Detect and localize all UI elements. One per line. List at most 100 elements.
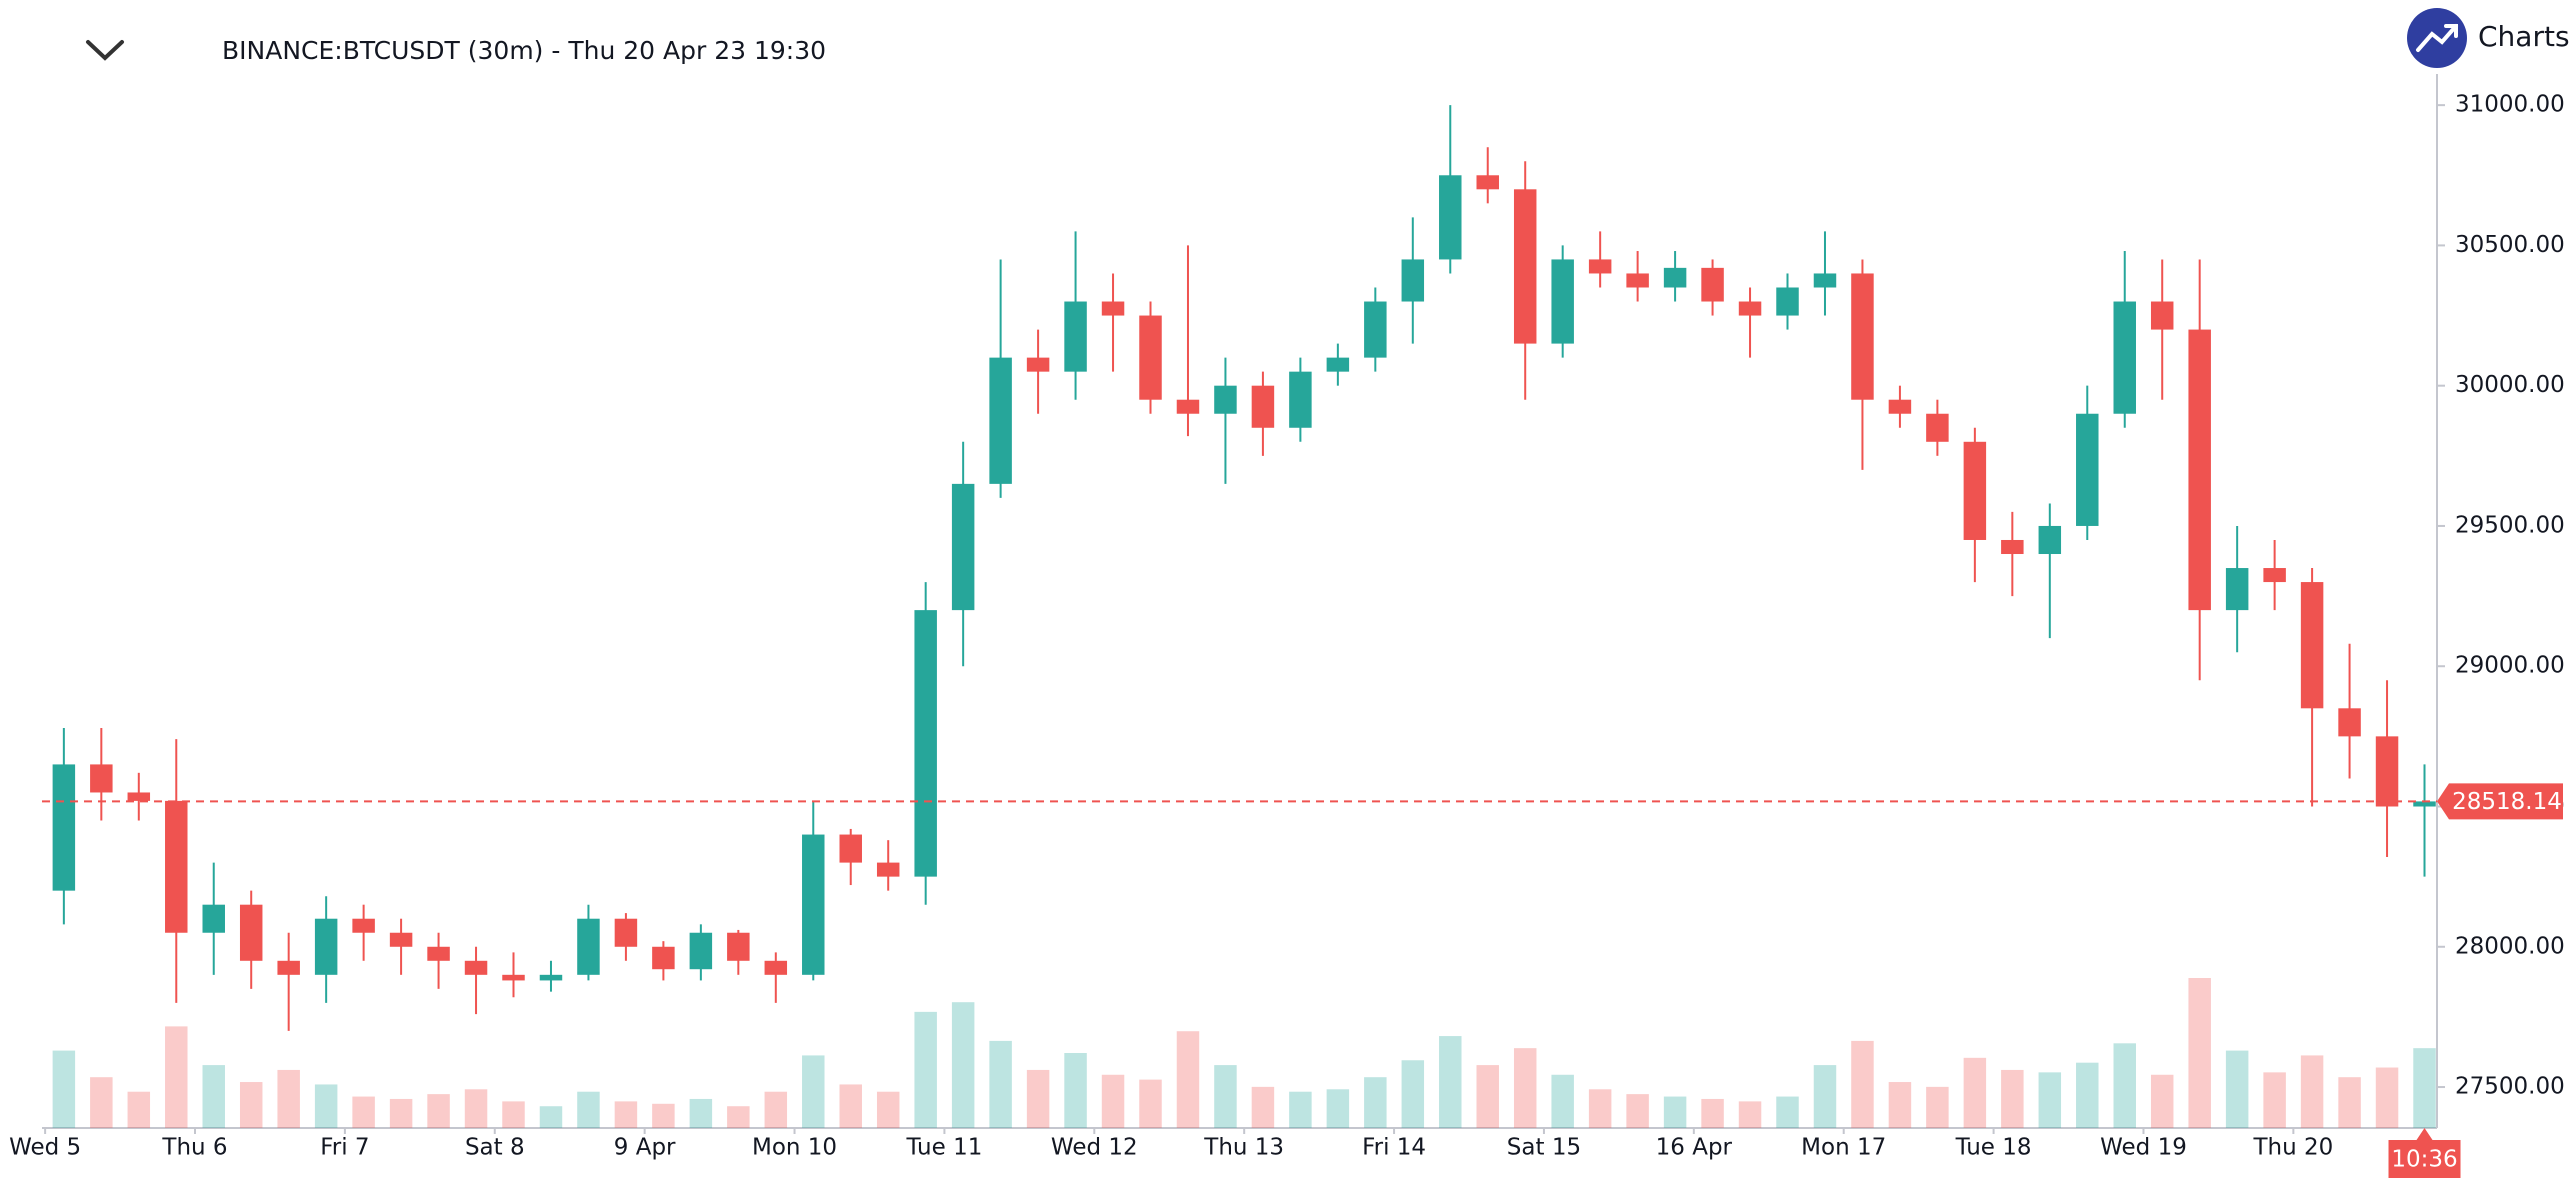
volume-bar: [1251, 1086, 1275, 1128]
volume-bar: [239, 1082, 263, 1128]
candle-body: [2375, 736, 2399, 807]
volume-bar: [1626, 1094, 1649, 1128]
last-price-tag: [2437, 783, 2563, 820]
x-tick-label: Mon 17: [1801, 1135, 1886, 1161]
volume-bar: [2188, 978, 2211, 1128]
candle-body: [314, 918, 338, 975]
candle-body: [427, 946, 450, 961]
volume-bar: [876, 1091, 900, 1128]
x-tick-label: Wed 19: [2100, 1135, 2187, 1161]
volume-bar: [1851, 1040, 1874, 1128]
candle-body: [1813, 273, 1837, 288]
volume-bar: [277, 1069, 300, 1128]
x-tick-label: Tue 11: [905, 1135, 982, 1161]
candle-body: [1926, 413, 1949, 442]
candle-body: [1963, 441, 1987, 540]
volume-bar: [1551, 1074, 1574, 1128]
volume-bar: [314, 1084, 338, 1128]
candle-body: [727, 932, 750, 961]
candle-body: [1176, 399, 1200, 414]
volume-bar: [1176, 1031, 1200, 1128]
volume-bar: [1101, 1074, 1125, 1128]
candle-body: [1776, 287, 1799, 316]
volume-bar: [165, 1026, 188, 1128]
x-tick-label: Wed 5: [9, 1135, 81, 1161]
candle-body: [1663, 267, 1687, 288]
volume-bar: [1364, 1077, 1387, 1128]
candle-body: [2225, 568, 2249, 611]
x-tick-label: Wed 12: [1051, 1135, 1138, 1161]
volume-bar: [2150, 1074, 2174, 1128]
volume-bar: [614, 1101, 638, 1128]
x-tick-label: Tue 18: [1955, 1135, 2032, 1161]
candle-body: [2076, 413, 2099, 526]
y-tick-label: 29000.00: [2455, 653, 2565, 679]
volume-bar: [464, 1089, 488, 1128]
candle-body: [1513, 189, 1537, 344]
volume-bar: [389, 1098, 413, 1128]
countdown-label: 10:36: [2391, 1147, 2457, 1173]
volume-bar: [1513, 1048, 1537, 1128]
candle-body: [1851, 273, 1874, 400]
candle-body: [1476, 175, 1499, 190]
volume-bar: [951, 1002, 975, 1128]
x-tick-label: Sat 8: [465, 1135, 525, 1161]
volume-bar: [2263, 1072, 2286, 1128]
volume-bar: [764, 1091, 788, 1128]
volume-bar: [2375, 1067, 2399, 1128]
candle-body: [2150, 301, 2174, 330]
volume-bar: [2038, 1072, 2062, 1128]
candle-body: [352, 918, 375, 933]
candle-body: [614, 918, 638, 947]
candle-body: [2001, 539, 2024, 555]
candle-body: [2263, 568, 2286, 583]
volume-bar: [2076, 1062, 2099, 1128]
x-tick-label: Thu 13: [1203, 1135, 1284, 1161]
y-tick-label: 28000.00: [2455, 933, 2565, 959]
volume-bar: [127, 1091, 151, 1128]
candle-body: [1588, 259, 1612, 274]
candle-body: [1888, 399, 1912, 414]
candle-body: [1101, 301, 1125, 316]
collapse-chevron[interactable]: [86, 40, 124, 61]
y-tick-label: 31000.00: [2455, 92, 2565, 118]
volume-bar: [1214, 1065, 1237, 1128]
candle-body: [802, 834, 825, 975]
volume-bar: [2300, 1055, 2324, 1128]
candle-body: [539, 974, 563, 981]
candle-body: [52, 764, 76, 891]
volume-bar: [1026, 1069, 1050, 1128]
volume-bar: [802, 1055, 825, 1128]
candle-body: [914, 610, 937, 877]
volume-bar: [2225, 1050, 2249, 1128]
candle-body: [1251, 385, 1275, 428]
candle-body: [839, 834, 862, 863]
candle-body: [389, 932, 413, 947]
volume-bar: [1439, 1036, 1462, 1128]
x-tick-label: 9 Apr: [614, 1135, 676, 1161]
volume-bar: [1738, 1101, 1762, 1128]
candle-body: [951, 483, 975, 611]
candle-body: [1064, 301, 1087, 372]
candle-body: [1738, 301, 1762, 316]
candle-body: [2338, 708, 2361, 737]
volume-bar: [1289, 1091, 1312, 1128]
volume-bar: [539, 1106, 563, 1128]
volume-bar: [1888, 1082, 1912, 1128]
candle-body: [2113, 301, 2136, 414]
brand-text: Charts p: [2478, 20, 2570, 53]
candle-body: [464, 960, 488, 975]
logo-icon: [2416, 24, 2458, 52]
candle-body: [277, 960, 300, 975]
candle-body: [239, 904, 263, 961]
volume-bar: [1588, 1089, 1612, 1128]
candle-body: [1214, 385, 1237, 414]
candle-body: [689, 932, 713, 970]
y-tick-label: 27500.00: [2455, 1074, 2565, 1100]
volume-bar: [1776, 1096, 1799, 1128]
volume-bar: [427, 1094, 450, 1128]
volume-bar: [2113, 1043, 2136, 1128]
volume-bar: [1326, 1089, 1350, 1128]
last-price-label: 28518.14: [2452, 789, 2562, 815]
